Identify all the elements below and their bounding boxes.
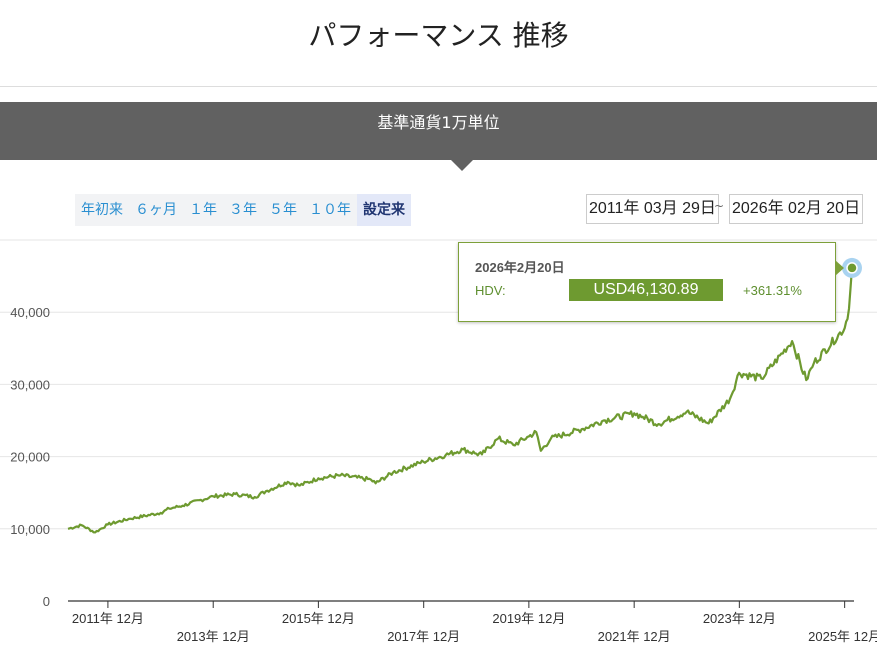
banner-label: 基準通貨1万単位 bbox=[377, 113, 500, 132]
series-line-hdv bbox=[67, 267, 854, 534]
x-tick-label: 2015年 12月 bbox=[282, 611, 355, 626]
tooltip-date: 2026年2月20日 bbox=[475, 260, 565, 275]
y-tick-label: 0 bbox=[43, 594, 50, 609]
end-date-input[interactable]: 2026年 02月 20日 bbox=[729, 194, 864, 224]
x-tick-label: 2021年 12月 bbox=[598, 629, 671, 644]
x-tick-label: 2013年 12月 bbox=[177, 629, 250, 644]
x-tick-label: 2019年 12月 bbox=[492, 611, 565, 626]
banner-pointer bbox=[451, 160, 473, 171]
last-point-marker[interactable] bbox=[846, 262, 858, 274]
y-tick-label: 20,000 bbox=[10, 450, 50, 465]
range-button-1y[interactable]: １年 bbox=[189, 202, 217, 218]
range-button-3y[interactable]: ３年 bbox=[229, 202, 257, 218]
currency-unit-banner: 基準通貨1万単位 bbox=[0, 102, 877, 160]
tooltip-series-label: HDV: bbox=[475, 283, 506, 298]
range-button-inception[interactable]: 設定来 bbox=[357, 194, 411, 226]
y-tick-label: 10,000 bbox=[10, 522, 50, 537]
x-tick-label: 2023年 12月 bbox=[703, 611, 776, 626]
x-tick-label: 2025年 12月 bbox=[808, 629, 877, 644]
x-tick-label: 2011年 12月 bbox=[72, 611, 144, 626]
range-button-6m[interactable]: ６ヶ月 bbox=[135, 202, 177, 218]
page-title: パフォーマンス 推移 bbox=[308, 19, 569, 52]
tooltip-pointer bbox=[835, 260, 844, 276]
date-range-separator: ~ bbox=[714, 199, 725, 213]
range-button-ytd[interactable]: 年初来 bbox=[81, 202, 123, 218]
range-button-10y[interactable]: １０年 bbox=[309, 202, 351, 218]
performance-chart[interactable]: 0 10,000 20,000 30,000 40,000 2011年 12月 2013年… bbox=[0, 232, 877, 652]
start-date-input[interactable]: 2011年 03月 29日 bbox=[586, 194, 719, 224]
range-button-5y[interactable]: ５年 bbox=[269, 202, 297, 218]
y-tick-label: 30,000 bbox=[10, 377, 50, 392]
tooltip-change: +361.31% bbox=[743, 283, 802, 298]
x-tick-label: 2017年 12月 bbox=[387, 629, 460, 644]
tooltip-value: USD46,130.89 bbox=[569, 279, 723, 301]
range-selector: 年初来 ６ヶ月 １年 ３年 ５年 １０年 設定来 bbox=[75, 194, 411, 226]
value-tooltip: 2026年2月20日 HDV: USD46,130.89 +361.31% bbox=[458, 242, 836, 322]
title-divider bbox=[0, 86, 877, 87]
y-tick-label: 40,000 bbox=[10, 305, 50, 320]
